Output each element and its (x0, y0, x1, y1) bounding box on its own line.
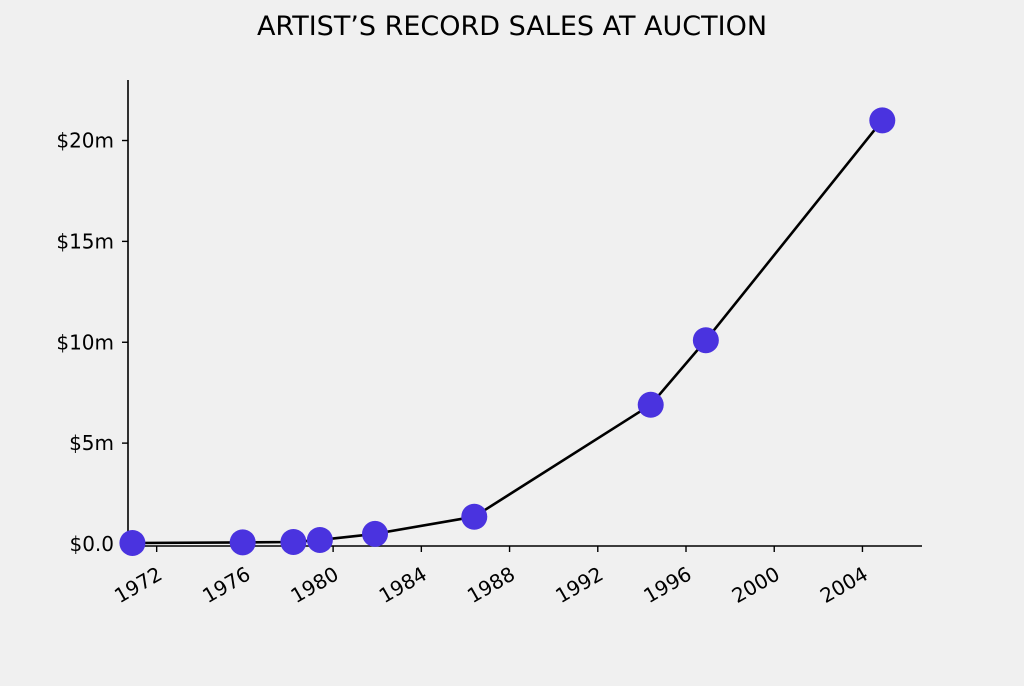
y-tick-label: $0.0 (69, 532, 114, 556)
x-tick-label: 1980 (287, 562, 343, 608)
data-point (362, 520, 389, 547)
y-tick-label: $10m (56, 330, 114, 354)
y-tick-label: $5m (69, 431, 114, 455)
series-layer (119, 107, 896, 556)
x-tick-label: 1972 (110, 562, 166, 608)
data-point (461, 503, 488, 530)
data-point (119, 529, 146, 556)
x-tick-label: 2004 (816, 562, 872, 608)
data-point (692, 327, 719, 354)
y-tick-label: $20m (56, 129, 114, 153)
axes: $0.0 $5m $10m $15m $20m 1972 1976 1980 1984 1988 1… (56, 80, 922, 608)
data-point (280, 528, 307, 555)
chart-title: ARTIST’S RECORD SALES AT AUCTION (257, 11, 767, 42)
x-tick-label: 2000 (728, 562, 784, 608)
x-tick-label: 1996 (639, 562, 695, 608)
x-tick-label: 1984 (375, 562, 431, 608)
x-tick-label: 1988 (463, 562, 519, 608)
data-point (306, 526, 333, 553)
data-point (637, 391, 664, 418)
x-tick-label: 1992 (551, 562, 607, 608)
data-point (869, 107, 896, 134)
x-tick-label: 1976 (198, 562, 254, 608)
data-point (229, 529, 256, 556)
y-tick-label: $15m (56, 229, 114, 253)
series-line (132, 119, 884, 545)
